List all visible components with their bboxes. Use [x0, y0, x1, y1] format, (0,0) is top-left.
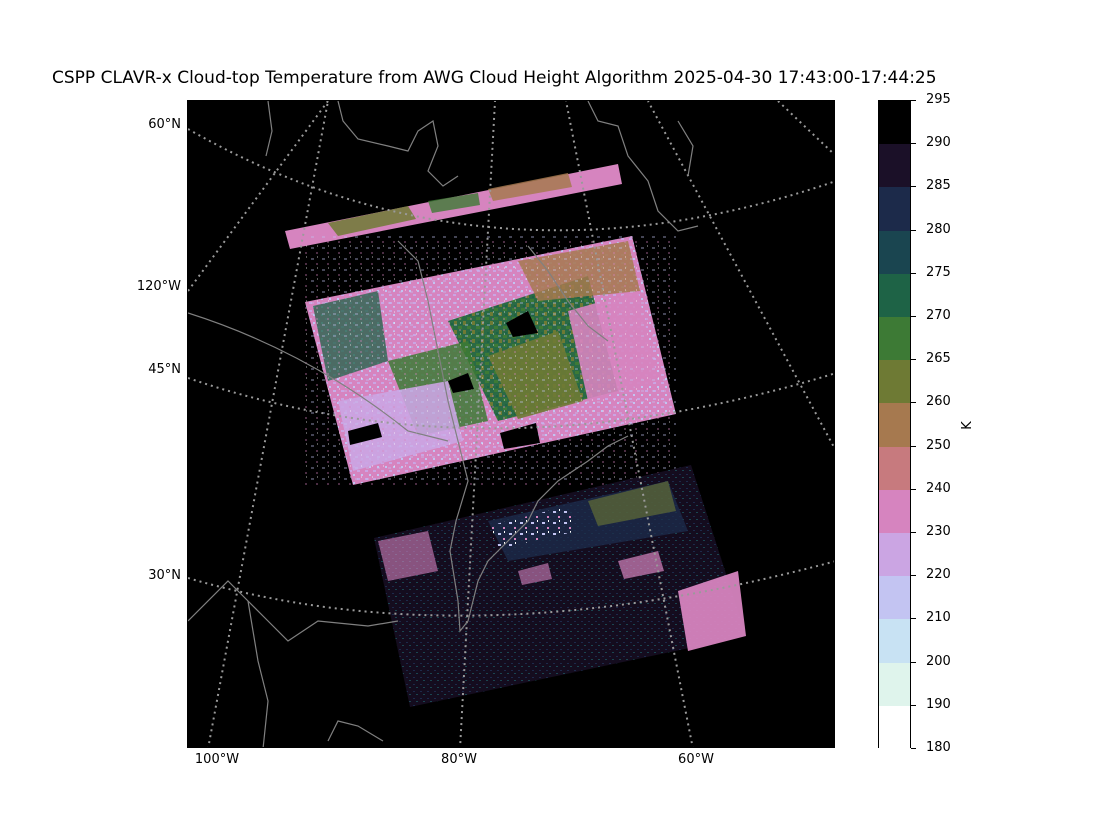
colorbar-segment [879, 360, 910, 404]
colorbar-tick-label: 240 [926, 480, 951, 496]
swath-north-strip [285, 164, 622, 249]
colorbar-segment [879, 187, 910, 232]
chart-title: CSPP CLAVR-x Cloud-top Temperature from … [52, 68, 937, 88]
colorbar-tick-mark [911, 272, 916, 274]
swath-middle-granule [305, 236, 676, 485]
swath-south-granule [374, 465, 746, 707]
colorbar-tick-label: 290 [926, 135, 951, 151]
colorbar-tick-mark [911, 359, 916, 361]
lon-label-100w: 100°W [194, 752, 240, 767]
colorbar-segment [879, 662, 910, 707]
graticule [188, 101, 834, 747]
colorbar-tick-label: 265 [926, 351, 951, 367]
colorbar-segment [879, 619, 910, 664]
colorbar-tick-mark [911, 704, 916, 706]
colorbar-tick-mark [911, 143, 916, 145]
colorbar-tick-mark [911, 100, 916, 101]
lat-label-30n: 30°N [148, 568, 181, 583]
colorbar-segment [879, 317, 910, 361]
colorbar-tick-label: 295 [926, 92, 951, 107]
colorbar-segment [879, 576, 910, 620]
colorbar-tick-mark [911, 618, 916, 620]
colorbar-tick-mark [911, 488, 916, 490]
colorbar-tick-mark [911, 445, 916, 447]
map-canvas [188, 101, 834, 747]
colorbar-tick-mark [911, 402, 916, 404]
colorbar-tick-label: 285 [926, 178, 951, 194]
colorbar-tick-label: 210 [926, 610, 951, 626]
lon-label-120w: 120°W [136, 279, 181, 294]
colorbar [878, 100, 911, 750]
colorbar-tick-label: 180 [926, 740, 951, 755]
colorbar-tick-mark [911, 229, 916, 231]
colorbar-segment [879, 144, 910, 188]
lat-label-60n: 60°N [148, 117, 181, 132]
colorbar-tick-label: 275 [926, 264, 951, 280]
colorbar-tick-mark [911, 316, 916, 317]
colorbar-segment [879, 273, 910, 318]
colorbar-segment [879, 230, 910, 275]
colorbar-unit-label: K [959, 421, 975, 430]
colorbar-tick-label: 230 [926, 524, 951, 539]
colorbar-tick-mark [911, 661, 916, 663]
coastlines [188, 101, 699, 747]
colorbar-segment [879, 705, 910, 750]
lon-label-80w: 80°W [441, 752, 477, 767]
map-area[interactable] [187, 100, 835, 748]
lat-label-45n: 45°N [148, 362, 181, 377]
colorbar-tick-label: 200 [926, 653, 951, 669]
colorbar-segment [879, 403, 910, 448]
colorbar-tick-label: 220 [926, 567, 951, 583]
colorbar-segment [879, 446, 910, 491]
colorbar-tick-mark [911, 532, 916, 533]
colorbar-tick-mark [911, 575, 916, 577]
colorbar-segment [879, 489, 910, 534]
colorbar-tick-mark [911, 186, 916, 188]
colorbar-tick-label: 270 [926, 308, 951, 323]
colorbar-segment [879, 101, 910, 145]
colorbar-tick-mark [911, 748, 916, 749]
colorbar-tick-label: 250 [926, 437, 951, 453]
colorbar-tick-label: 190 [926, 696, 951, 712]
colorbar-tick-label: 260 [926, 394, 951, 410]
colorbar-tick-label: 280 [926, 221, 951, 237]
colorbar-segment [879, 533, 910, 577]
lon-label-60w: 60°W [678, 752, 714, 767]
